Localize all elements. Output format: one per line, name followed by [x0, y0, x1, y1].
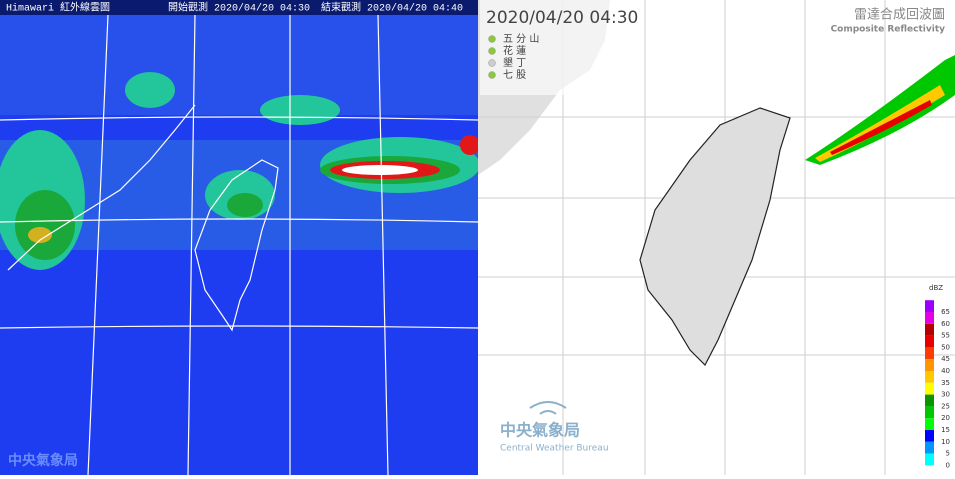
radar-logo: 中央氣象局	[500, 421, 580, 440]
station-name: 墾 丁	[503, 56, 526, 69]
station-name: 花 蓮	[503, 44, 526, 57]
sat-logo: 中央氣象局	[8, 452, 78, 469]
station-dot	[488, 47, 496, 55]
radar-title: 雷達合成回波圖	[854, 8, 945, 23]
legend-tick: 0	[946, 461, 950, 469]
legend-swatch	[925, 371, 934, 383]
legend-tick: 60	[941, 320, 950, 328]
legend-swatch	[925, 430, 934, 442]
satellite-panel: Himawari 紅外線雲圖 開始觀測 2020/04/20 04:30 結束觀…	[0, 0, 480, 476]
legend-unit: dBZ	[929, 284, 943, 292]
legend-tick: 45	[941, 355, 950, 363]
legend-tick: 30	[941, 391, 950, 399]
legend-tick: 15	[941, 426, 950, 434]
sat-title: Himawari 紅外線雲圖	[6, 1, 110, 15]
radar-panel: 2020/04/20 04:30 雷達合成回波圖 Composite Refle…	[478, 0, 955, 475]
legend-swatch	[925, 453, 934, 466]
legend-tick: 10	[941, 438, 950, 446]
radar-time: 2020/04/20 04:30	[486, 8, 638, 28]
legend-tick: 5	[946, 450, 950, 458]
radar-logo-en: Central Weather Bureau	[500, 444, 609, 454]
sat-end: 結束觀測 2020/04/20 04:40	[321, 1, 463, 15]
legend-swatch	[925, 335, 934, 348]
legend-tick: 50	[941, 343, 950, 351]
legend-swatch	[925, 323, 934, 336]
legend-swatch	[925, 394, 934, 407]
legend-swatch	[925, 406, 934, 419]
station-dot	[488, 35, 496, 43]
legend-tick: 55	[941, 332, 950, 340]
station-name: 七 股	[503, 69, 526, 81]
legend-tick: 25	[941, 402, 950, 410]
legend-swatch	[925, 418, 934, 430]
legend-swatch	[925, 382, 934, 395]
legend-tick: 65	[941, 308, 950, 316]
station-name: 五 分 山	[503, 33, 539, 45]
legend-swatch	[925, 347, 934, 360]
legend-tick: 40	[941, 367, 950, 375]
station-dot	[488, 59, 496, 67]
legend-tick: 35	[941, 379, 950, 387]
sat-start: 開始觀測 2020/04/20 04:30	[168, 1, 310, 15]
radar-subtitle: Composite Reflectivity	[831, 25, 946, 35]
legend-tick: 20	[941, 414, 950, 422]
legend-swatch	[925, 441, 934, 454]
station-dot	[488, 71, 496, 79]
legend-swatch	[925, 312, 934, 324]
legend-swatch	[925, 359, 934, 371]
legend-swatch	[925, 300, 934, 312]
